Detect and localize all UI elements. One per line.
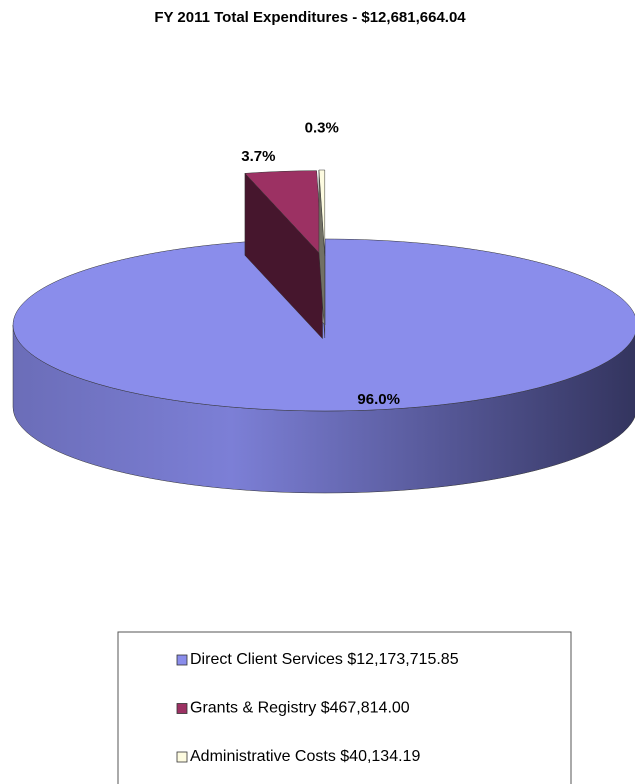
legend-swatch [176, 703, 188, 714]
legend-box [117, 631, 572, 784]
pie [12, 169, 635, 494]
legend: Direct Client Services $12,173,715.85 Gra… [176, 651, 459, 765]
slice [244, 170, 323, 340]
legend-label: Grants & Registry $467,814.00 [190, 700, 410, 717]
slice [318, 169, 326, 339]
legend-swatch [176, 751, 188, 763]
legend-swatch [176, 654, 188, 666]
data-label: 0.3% [305, 120, 339, 137]
legend-label: Administrative Costs $40,134.19 [190, 748, 420, 765]
data-label: 96.0% [357, 391, 400, 408]
chart-title: FY 2011 Total Expenditures - $12,681,664… [154, 9, 466, 26]
data-label: 3.7% [241, 148, 275, 165]
legend-label: Direct Client Services $12,173,715.85 [190, 651, 459, 668]
slice-top [318, 169, 326, 257]
slice-top [244, 170, 323, 258]
